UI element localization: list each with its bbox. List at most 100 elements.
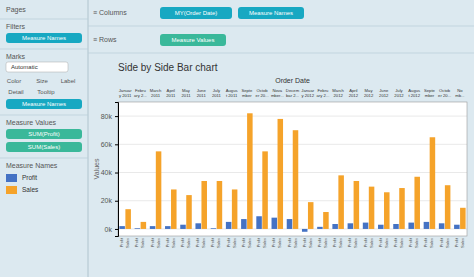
bar [272, 218, 278, 229]
category-label: February 2... [134, 88, 147, 98]
bar-series-label: Sales [353, 238, 358, 248]
pill [238, 7, 304, 19]
category-label: August 2012 [408, 88, 420, 98]
dropdown [6, 62, 68, 72]
pill [6, 33, 82, 43]
bar [287, 219, 293, 229]
bar-series-label: Sales [399, 238, 404, 248]
bar [348, 223, 354, 229]
legend-swatch [6, 174, 17, 182]
bar [332, 224, 338, 229]
category-label: July2011 [212, 88, 222, 98]
bar [165, 226, 171, 229]
bar [262, 151, 268, 229]
bar-series-label: Profit [363, 237, 368, 247]
separator [0, 49, 88, 50]
bar [180, 225, 186, 229]
axis-line [115, 103, 119, 237]
bar [256, 216, 262, 229]
bar [278, 119, 284, 229]
y-tick: 20k [101, 197, 118, 204]
annotation: Filters [6, 23, 26, 30]
bar-series-label: Profit [317, 237, 322, 247]
y-tick-label: 60k [101, 141, 113, 148]
y-tick-label: 20k [101, 197, 113, 204]
bar [354, 181, 360, 229]
bar-series-label: Sales [445, 238, 450, 248]
pill-label: MY(Order Date) [175, 10, 218, 16]
annotation: Detail [8, 89, 23, 95]
bar-series-label: Sales [308, 238, 313, 248]
bar-series-label: Profit [287, 237, 292, 247]
annotation: Color [7, 78, 21, 84]
bar [125, 209, 131, 229]
annotation: Marks [6, 53, 26, 60]
bar [119, 226, 125, 229]
bar-series-label: Sales [369, 238, 374, 248]
bar [201, 181, 207, 229]
bar-series-label: Sales [460, 238, 465, 248]
annotation: ≡ Columns [93, 9, 127, 16]
category-label: Nomb... [455, 88, 464, 98]
legend-swatch [6, 186, 17, 194]
bar-series-label: Profit [271, 237, 276, 247]
grid-line [118, 116, 467, 117]
bar [293, 130, 299, 229]
category-label: September [424, 88, 436, 98]
bar [195, 223, 201, 229]
category-label: April2012 [349, 88, 359, 98]
bar-labels: ProfitSalesProfitSalesProfitSalesProfitS… [119, 237, 465, 248]
y-tick-label: 80k [101, 113, 113, 120]
y-tick: 40k [101, 169, 118, 176]
bar-series-label: Profit [226, 237, 231, 247]
bar-series-label: Profit [423, 237, 428, 247]
bar-series-label: Sales [293, 238, 298, 248]
y-tick-label: 0k [105, 226, 113, 233]
pill [6, 99, 82, 109]
pill [160, 7, 232, 19]
bar-series-label: Profit [241, 237, 246, 247]
category-label: January 2011 [119, 88, 132, 98]
grid [118, 116, 467, 229]
bar-series-label: Profit [119, 237, 124, 247]
y-tick-label: 40k [101, 169, 113, 176]
separator [88, 26, 474, 27]
chart-title: Side by Side Bar chart [118, 62, 218, 73]
annotation: Automatic [11, 64, 38, 70]
bars [119, 113, 465, 231]
y-axis: 0k 20k 40k 60k 80k [101, 103, 119, 237]
annotation: Measure Values [6, 119, 57, 126]
bar [302, 229, 308, 232]
bar-series-label: Sales [429, 238, 434, 248]
separator [0, 115, 88, 116]
bar [399, 188, 405, 229]
tick-mark [115, 173, 118, 174]
bar [241, 219, 247, 229]
bar-series-label: Sales [232, 238, 237, 248]
bar [363, 223, 369, 229]
bar [384, 192, 390, 229]
bar-series-label: Profit [378, 237, 383, 247]
chart-root: PagesFiltersMeasure NamesMarksAutomaticC… [0, 0, 474, 277]
bar [308, 202, 314, 229]
bar-series-label: Profit [302, 237, 307, 247]
tick-mark [115, 116, 118, 117]
pill [6, 129, 82, 139]
pill [160, 34, 226, 46]
annotation: Tooltip [37, 89, 55, 95]
background [0, 0, 474, 277]
bar [211, 228, 217, 230]
legend-label: Profit [22, 174, 37, 181]
pill-label: SUM(Sales) [28, 144, 60, 150]
category-label: June2012 [379, 88, 389, 98]
bar-series-label: Profit [180, 237, 185, 247]
category-label: March2011 [150, 88, 162, 98]
category-label: Novamber... [271, 88, 284, 98]
bar-series-label: Sales [414, 238, 419, 248]
bar [156, 151, 162, 229]
bar-series-label: Sales [338, 238, 343, 248]
bar [414, 177, 420, 229]
bar-series-label: Profit [454, 237, 459, 247]
bar-series-label: Profit [195, 237, 200, 247]
y-axis-title: Values [93, 158, 100, 179]
